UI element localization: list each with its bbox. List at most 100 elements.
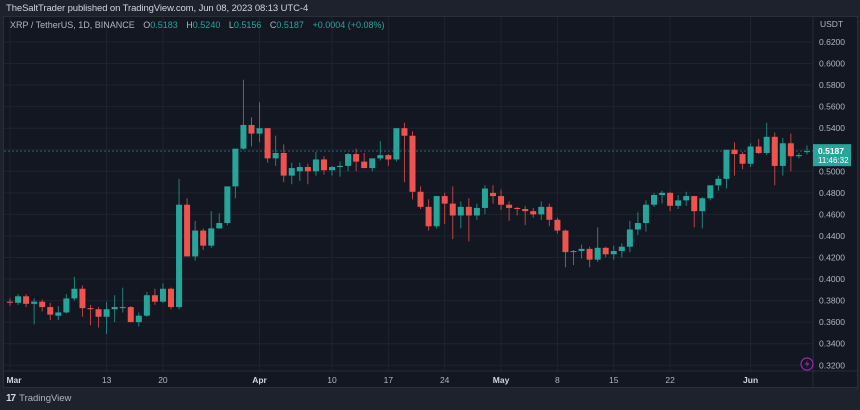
candle-body-down: [200, 230, 207, 246]
time-axis-label: Jun: [743, 375, 758, 385]
candle-body-up: [369, 158, 376, 169]
candle-body-up: [192, 230, 199, 257]
candle-body-down: [79, 288, 86, 309]
price-axis-label: 0.3200: [819, 360, 845, 370]
candle-body-up: [570, 251, 577, 253]
candle-body-up: [795, 155, 802, 157]
candle-body-down: [361, 161, 368, 169]
candle-body-up: [473, 207, 480, 216]
ohlc-legend: XRP / TetherUS, 1D, BINANCE O0.5183 H0.5…: [10, 20, 385, 30]
time-axis-label: 22: [665, 375, 675, 385]
bar-countdown-label: 11:46:32: [818, 156, 849, 165]
candle-body-up: [634, 223, 641, 230]
candle-body-up: [329, 166, 335, 171]
lightning-glyph-icon: [805, 360, 810, 368]
candle-body-down: [562, 230, 569, 253]
price-axis-label: 0.4200: [819, 253, 845, 263]
candle-body-up: [111, 307, 118, 310]
candle-body-down: [264, 128, 271, 159]
candle-body-down: [401, 128, 408, 136]
candle-body-up: [651, 195, 657, 205]
close-label: C: [269, 20, 277, 30]
candle-body-down: [304, 166, 311, 172]
candle-body-up: [224, 186, 231, 224]
candle-body-up: [779, 143, 786, 166]
candle-body-down: [514, 207, 521, 210]
candle-body-up: [377, 155, 384, 159]
time-axis-label: Apr: [252, 375, 267, 385]
candle-body-up: [723, 149, 730, 179]
candle-body-up: [288, 168, 295, 176]
candle-body-down: [602, 247, 609, 255]
candle-body-down: [771, 136, 778, 166]
lightning-alert-icon[interactable]: [800, 357, 814, 371]
candle-body-up: [103, 309, 110, 317]
close-value: 0.5187: [276, 20, 304, 30]
candle-body-down: [546, 206, 553, 220]
price-axis-label: 0.3800: [819, 296, 845, 306]
open-label: O: [143, 20, 151, 30]
candle-body-up: [312, 159, 319, 172]
candle-body-down: [87, 308, 94, 310]
candle-body-down: [39, 301, 46, 308]
time-axis-label: 13: [102, 375, 112, 385]
candle-body-up: [256, 128, 263, 134]
candle-body-down: [23, 296, 30, 304]
candle-body-down: [151, 295, 158, 302]
candle-body-up: [707, 185, 714, 199]
time-axis-label: 8: [555, 375, 560, 385]
candle-body-up: [296, 166, 303, 172]
price-axis-label: 0.5400: [819, 123, 845, 133]
time-axis-label: 20: [158, 375, 168, 385]
candle-body-up: [337, 165, 344, 167]
low-label: L: [228, 20, 234, 30]
candle-body-up: [626, 229, 633, 247]
candle-body-down: [586, 248, 593, 260]
candle-body-down: [498, 196, 505, 205]
candle-body-up: [618, 246, 625, 252]
open-value: 0.5183: [150, 20, 178, 30]
candle-body-down: [755, 146, 762, 153]
candle-body-up: [747, 146, 754, 164]
candle-body-up: [240, 124, 247, 149]
candle-body-up: [763, 136, 770, 153]
candle-body-up: [272, 152, 279, 159]
price-axis-currency: USDT: [820, 19, 843, 29]
tradingview-logo-icon: 17: [6, 393, 16, 404]
candle-body-down: [522, 209, 529, 212]
candle-body-up: [159, 288, 166, 302]
chart-frame[interactable]: [3, 16, 858, 388]
candle-body-down: [184, 204, 191, 257]
candle-body-up: [578, 248, 585, 252]
candle-body-down: [554, 219, 561, 231]
candle-body-up: [216, 223, 223, 229]
candle-body-down: [248, 124, 255, 134]
price-axis-label: 0.3400: [819, 339, 845, 349]
time-axis-label: 15: [609, 375, 619, 385]
candle-body-down: [7, 301, 13, 303]
publisher-line: TheSaltTrader published on TradingView.c…: [6, 3, 309, 14]
candle-body-down: [280, 152, 287, 176]
candle-body-down: [441, 196, 448, 204]
price-axis-label: 0.4600: [819, 209, 845, 219]
current-price-label: 0.5187: [818, 146, 844, 156]
candle-body-up: [63, 298, 70, 313]
candle-body-up: [675, 200, 682, 206]
price-axis-label: 0.6000: [819, 59, 845, 69]
candle-body-up: [457, 206, 464, 216]
candle-body-down: [417, 191, 424, 207]
candle-body-up: [119, 307, 126, 309]
publisher-header: TheSaltTrader published on TradingView.c…: [0, 0, 860, 16]
candle-body-down: [95, 309, 102, 317]
price-axis-label: 0.6200: [819, 37, 845, 47]
price-axis-label: 0.4000: [819, 274, 845, 284]
candle-body-up: [481, 188, 488, 208]
candle-body-down: [353, 154, 360, 162]
price-axis-label: 0.5600: [819, 102, 845, 112]
symbol-label[interactable]: XRP / TetherUS, 1D, BINANCE: [10, 20, 135, 30]
candle-body-down: [691, 196, 698, 212]
candle-body-down: [731, 149, 738, 155]
candle-body-up: [232, 148, 239, 187]
low-value: 0.5156: [233, 20, 262, 30]
